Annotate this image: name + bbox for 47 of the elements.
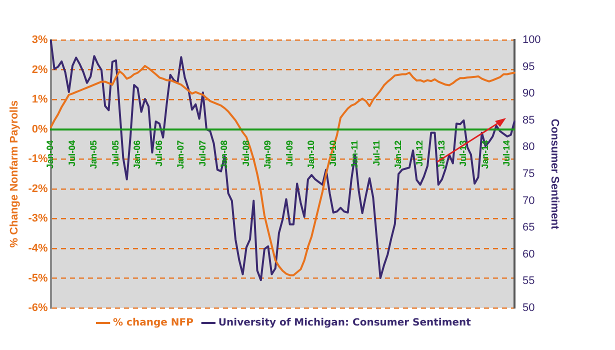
x-tick-label: Jul-06 [154,140,164,166]
x-tick-label: Jan-14 [480,140,490,169]
y-tick-label: 1% [32,94,48,106]
x-tick-label: Jan-05 [88,140,99,169]
x-tick-label: Jan-06 [132,140,142,169]
y2-tick-label: 70 [522,194,535,207]
y-tick-label: -3% [28,212,48,225]
x-tick-label: Jul-04 [66,140,77,166]
y-tick-label: 2% [32,64,48,76]
x-tick-label: Jan-08 [219,140,230,169]
y-tick-label: -5% [28,272,48,284]
legend-label: University of Michigan: Consumer Sentiment [218,318,472,329]
y2-tick-label: 65 [522,222,535,234]
x-tick-label: Jan-07 [176,140,186,169]
y2-tick-label: 90 [522,88,535,100]
y2-tick-label: 50 [522,302,535,314]
y-tick-label: 3% [32,34,48,46]
y2-tick-label: 60 [522,248,535,260]
y-tick-label: -4% [28,242,48,254]
y2-tick-label: 55 [522,275,535,288]
y2-tick-label: 100 [522,34,541,46]
y2-tick-label: 85 [522,114,535,126]
x-tick-label: Jul-08 [240,140,251,166]
x-tick-label: Jan-11 [350,140,360,168]
y-tick-label: -6% [28,302,48,314]
x-tick-label: Jul-07 [197,140,208,166]
x-tick-label: Jan-13 [436,140,446,169]
x-tick-label: Jul-13 [458,140,468,166]
y2-tick-label: 95 [522,60,535,73]
x-tick-label: Jan-10 [306,140,316,169]
x-tick-label: Jul-05 [110,140,120,166]
y2-axis-title: Consumer Sentiment [548,118,560,230]
y-tick-label: 0% [32,123,48,136]
x-tick-label: Jul-10 [328,140,338,166]
x-tick-label: Jan-09 [262,140,273,169]
x-tick-label: Jul-12 [414,140,425,166]
y-axis-title: % Change Nonfarm Payrolls [8,100,21,248]
x-tick-label: Jan-04 [45,140,56,169]
y-tick-label: -1% [28,153,48,166]
y-tick-label: -2% [28,182,48,195]
x-tick-label: Jul-09 [284,140,294,166]
y2-tick-label: 80 [522,141,535,154]
legend-label: % change NFP [113,318,194,329]
y2-tick-label: 75 [522,168,535,180]
x-tick-label: Jan-12 [393,140,404,169]
x-tick-label: Jul-11 [371,140,382,166]
x-tick-label: Jul-14 [502,140,512,166]
